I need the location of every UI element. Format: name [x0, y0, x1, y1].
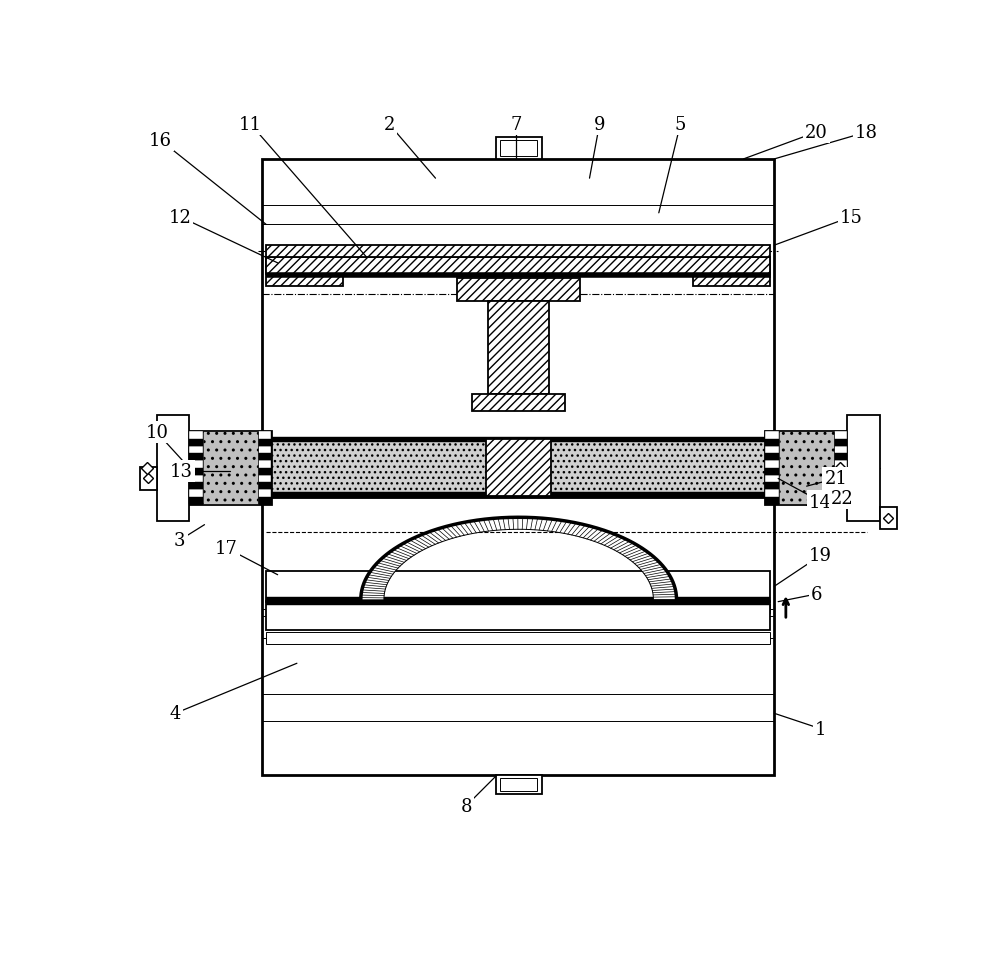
Bar	[486, 439, 551, 497]
Text: 22: 22	[831, 489, 853, 507]
Bar	[834, 439, 847, 447]
Bar	[500, 141, 537, 156]
Bar	[189, 468, 203, 476]
Bar	[157, 416, 189, 521]
Bar	[765, 432, 847, 504]
Bar	[258, 447, 271, 454]
Bar	[765, 497, 779, 504]
Bar	[189, 476, 203, 482]
Text: 12: 12	[168, 209, 191, 227]
Bar	[262, 160, 774, 775]
Text: 9: 9	[594, 116, 605, 134]
Text: 1: 1	[815, 720, 826, 738]
Bar	[765, 439, 779, 447]
Bar	[189, 439, 203, 447]
Bar	[765, 476, 779, 482]
Bar	[500, 779, 537, 791]
Text: 20: 20	[805, 124, 828, 142]
Bar	[258, 482, 271, 490]
Bar	[765, 454, 779, 461]
Text: 4: 4	[170, 704, 181, 722]
Text: 10: 10	[145, 424, 168, 442]
Text: 5: 5	[675, 116, 686, 134]
Bar	[258, 461, 271, 468]
Bar	[189, 490, 203, 497]
Bar	[266, 438, 770, 498]
Bar	[457, 279, 580, 302]
Bar	[266, 601, 770, 631]
Bar	[258, 468, 271, 476]
Bar	[266, 493, 770, 498]
Bar	[189, 482, 203, 490]
Bar	[834, 461, 847, 468]
Bar	[266, 600, 770, 605]
Bar	[472, 395, 565, 412]
Bar	[765, 468, 779, 476]
Bar	[834, 468, 847, 476]
Bar	[266, 273, 770, 277]
Bar	[266, 633, 770, 644]
Text: 15: 15	[840, 209, 863, 227]
Bar	[266, 257, 343, 287]
Bar	[834, 482, 847, 490]
Bar	[258, 476, 271, 482]
Bar	[693, 257, 770, 287]
Bar	[266, 246, 770, 257]
Text: 17: 17	[215, 539, 237, 558]
Text: 6: 6	[811, 585, 822, 603]
Text: 13: 13	[170, 462, 193, 480]
Bar	[266, 598, 770, 602]
Text: 16: 16	[148, 132, 171, 150]
Text: 2: 2	[384, 116, 395, 134]
Bar	[765, 461, 779, 468]
Bar	[834, 476, 847, 482]
Bar	[496, 775, 542, 795]
Bar	[765, 432, 779, 439]
Bar	[765, 447, 779, 454]
Text: 8: 8	[461, 797, 472, 815]
Text: 18: 18	[855, 124, 878, 142]
Text: 7: 7	[511, 116, 522, 134]
Bar	[189, 432, 271, 504]
Text: 3: 3	[174, 532, 186, 550]
Bar	[834, 432, 847, 439]
Bar	[266, 604, 770, 614]
Bar	[266, 258, 770, 275]
Bar	[834, 490, 847, 497]
Bar	[140, 467, 157, 491]
Bar	[765, 490, 779, 497]
Bar	[834, 447, 847, 454]
Bar	[266, 571, 770, 602]
Bar	[258, 432, 271, 439]
Bar	[779, 432, 834, 504]
Bar	[834, 454, 847, 461]
Bar	[880, 507, 897, 529]
Bar	[189, 454, 203, 461]
Polygon shape	[361, 517, 677, 599]
Bar	[496, 138, 542, 160]
Bar	[765, 482, 779, 490]
Bar	[266, 437, 770, 443]
Bar	[258, 497, 271, 504]
Bar	[488, 302, 549, 395]
Bar	[847, 416, 880, 521]
Bar	[189, 432, 203, 439]
Text: 19: 19	[809, 547, 832, 565]
Bar	[189, 497, 203, 504]
Bar	[203, 432, 258, 504]
Bar	[834, 497, 847, 504]
Bar	[258, 454, 271, 461]
Text: 21: 21	[824, 470, 847, 488]
Text: 11: 11	[239, 116, 262, 134]
Bar	[189, 447, 203, 454]
Bar	[189, 461, 203, 468]
Text: 14: 14	[809, 493, 832, 511]
Bar	[258, 439, 271, 447]
Bar	[258, 490, 271, 497]
